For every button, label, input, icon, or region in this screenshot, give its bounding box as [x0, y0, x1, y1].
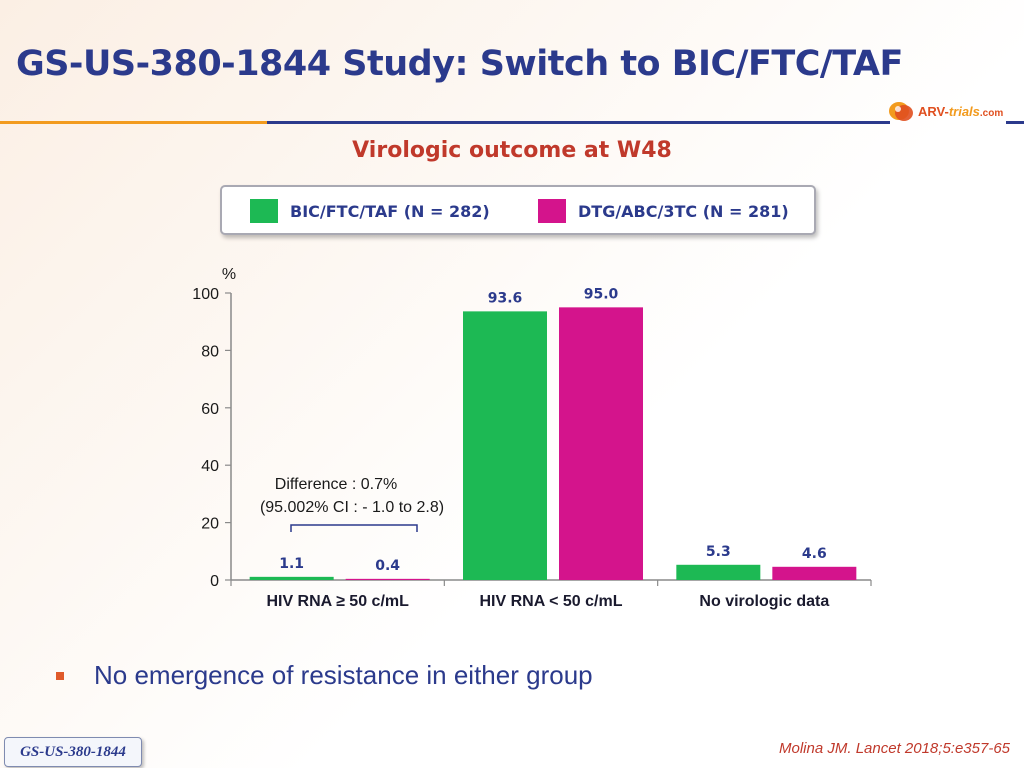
citation: Molina JM. Lancet 2018;5:e357-65 — [779, 740, 1010, 757]
chart-subtitle: Virologic outcome at W48 — [352, 138, 672, 163]
legend-swatch-dtg — [538, 199, 566, 223]
difference-bracket — [290, 524, 418, 532]
bar-dtg — [345, 578, 430, 580]
y-axis-label: % — [222, 266, 236, 283]
title-rule — [0, 121, 890, 124]
y-tick-label: 80 — [201, 343, 219, 360]
bullet-square-icon — [56, 671, 64, 680]
ci-annotation: (95.002% CI : - 1.0 to 2.8) — [260, 499, 444, 516]
bullet-text: No emergence of resistance in either gro… — [94, 660, 593, 690]
bar-bic — [676, 564, 761, 580]
legend-item-dtg: DTG/ABC/3TC (N = 281) — [538, 199, 789, 223]
logo-bubble-icon — [889, 102, 913, 121]
y-tick-label: 40 — [201, 458, 219, 475]
x-category-label: No virologic data — [699, 593, 829, 610]
y-tick-label: 20 — [201, 516, 219, 533]
arv-trials-logo: ARV-trials.com — [888, 98, 1018, 128]
data-label: 0.4 — [375, 558, 400, 574]
y-tick-label: 60 — [201, 401, 219, 418]
bar-dtg — [559, 307, 643, 580]
logo-text: ARV-trials.com — [918, 104, 1004, 119]
title-rule-end — [1006, 121, 1024, 124]
data-label: 93.6 — [488, 290, 523, 306]
bar-bic — [249, 576, 334, 580]
data-label: 5.3 — [706, 544, 731, 560]
legend-swatch-bic — [250, 199, 278, 223]
data-label: 4.6 — [802, 546, 827, 562]
x-category-label: HIV RNA < 50 c/mL — [479, 593, 622, 610]
data-label: 95.0 — [584, 286, 619, 302]
bar-dtg — [772, 566, 857, 580]
slide-title: GS-US-380-1844 Study: Switch to BIC/FTC/… — [16, 44, 903, 84]
chart-legend: BIC/FTC/TAF (N = 282) DTG/ABC/3TC (N = 2… — [220, 185, 816, 235]
difference-annotation: Difference : 0.7% — [275, 476, 397, 493]
legend-label-dtg: DTG/ABC/3TC (N = 281) — [578, 201, 789, 221]
legend-label-bic: BIC/FTC/TAF (N = 282) — [290, 201, 490, 221]
bar-bic — [463, 311, 547, 580]
x-category-label: HIV RNA ≥ 50 c/mL — [266, 593, 409, 610]
bullet-point: No emergence of resistance in either gro… — [56, 660, 593, 691]
y-tick-label: 100 — [192, 286, 219, 303]
y-tick-label: 0 — [210, 573, 219, 590]
legend-item-bic: BIC/FTC/TAF (N = 282) — [250, 199, 490, 223]
data-label: 1.1 — [279, 556, 304, 572]
study-tag: GS-US-380-1844 — [4, 737, 142, 767]
